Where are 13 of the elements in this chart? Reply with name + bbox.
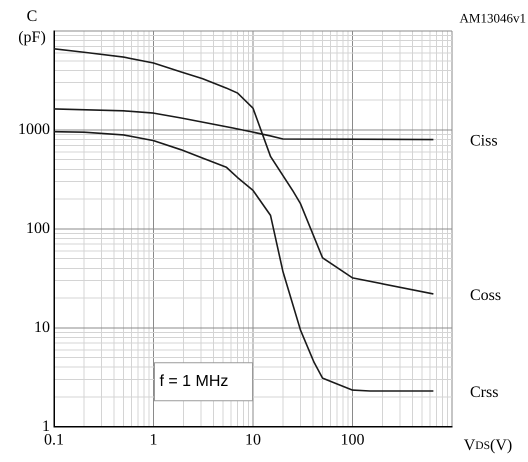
y-axis-title: C (pF)	[18, 8, 46, 46]
y-tick-label: 1000	[18, 121, 50, 138]
text: AM13046v1	[460, 10, 526, 26]
y-tick-label: 10	[34, 319, 50, 336]
y-tick-label: 100	[26, 220, 50, 238]
text: Ciss	[470, 132, 498, 150]
annotation: f = 1 MHz	[160, 373, 228, 390]
x-tick-label: 100	[340, 432, 364, 449]
text: Coss	[470, 287, 502, 304]
x-axis-title: VDS(V)	[464, 437, 512, 454]
x-tick-label: 10	[245, 432, 261, 449]
x-tick-label: 1	[150, 432, 158, 449]
text: Crss	[470, 384, 498, 402]
